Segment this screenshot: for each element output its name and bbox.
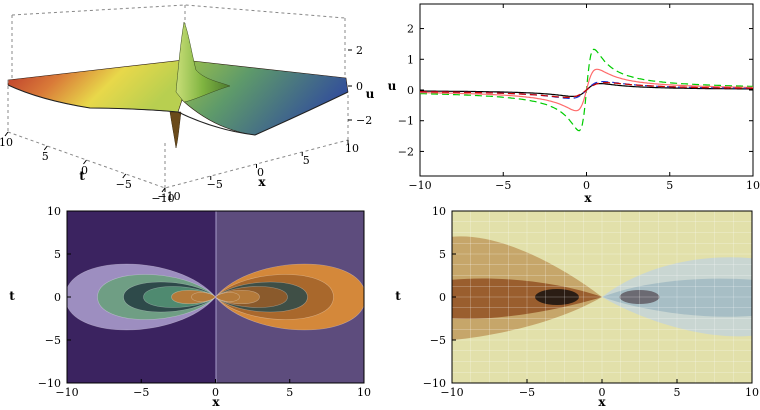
density-region-right-mid bbox=[602, 278, 752, 317]
surface-trough bbox=[169, 111, 182, 149]
y-tick-label: 0 bbox=[439, 291, 446, 304]
x-axis-label: x bbox=[258, 175, 266, 189]
u-tick-label: 0 bbox=[356, 80, 363, 93]
x-tick-label: 0 bbox=[257, 166, 264, 179]
y-tick-label: −5 bbox=[45, 334, 61, 347]
y-tick-label: 5 bbox=[439, 248, 446, 261]
x-axis-label: x bbox=[584, 191, 592, 205]
density-region-right-core bbox=[619, 290, 660, 304]
x-tick-label: 0 bbox=[212, 386, 219, 399]
x-tick-label: −5 bbox=[133, 386, 149, 399]
x-tick-label: 5 bbox=[303, 154, 310, 167]
x-tick-label: 5 bbox=[286, 386, 293, 399]
u-tick-label: 2 bbox=[356, 44, 363, 57]
density-region-left-core bbox=[535, 289, 579, 305]
x-tick-label: 5 bbox=[674, 386, 681, 399]
density-region-left-mid bbox=[452, 278, 602, 319]
y-tick-label: −1 bbox=[398, 115, 414, 128]
contour-level-right bbox=[215, 292, 240, 302]
x-tick-label: 10 bbox=[357, 386, 371, 399]
surface-front-edge bbox=[7, 84, 349, 136]
x-tick-label: −5 bbox=[207, 178, 223, 191]
t-tick-label: −10 bbox=[151, 192, 174, 205]
y-axis-label: u bbox=[388, 79, 397, 93]
t-tick-mark bbox=[43, 145, 48, 151]
y-tick-label: −5 bbox=[430, 334, 446, 347]
x-axis-label: x bbox=[212, 395, 220, 409]
y-tick-label: 5 bbox=[54, 248, 61, 261]
series-line bbox=[420, 81, 753, 99]
t-tick-mark bbox=[161, 187, 166, 193]
y-tick-label: −10 bbox=[38, 377, 61, 390]
t-tick-mark bbox=[83, 159, 87, 165]
y-tick-label: 0 bbox=[407, 84, 414, 97]
x-tick-label: −10 bbox=[440, 386, 463, 399]
y-tick-label: 0 bbox=[54, 291, 61, 304]
contour-level-left bbox=[191, 292, 216, 302]
x-tick-label: −10 bbox=[55, 386, 78, 399]
y-tick-label: −2 bbox=[398, 145, 414, 158]
x-tick-label: 0 bbox=[583, 179, 590, 192]
u-tick-label: −2 bbox=[356, 114, 372, 127]
y-tick-label: 2 bbox=[407, 23, 414, 36]
t-tick-label: 5 bbox=[42, 150, 49, 163]
x-tick-label: −10 bbox=[157, 190, 180, 203]
u-axis-label: u bbox=[366, 87, 375, 101]
t-axis-label: t bbox=[79, 169, 85, 183]
y-tick-label: 1 bbox=[407, 53, 414, 66]
surface-left-half bbox=[7, 59, 185, 113]
t-tick-mark bbox=[4, 131, 9, 137]
y-tick-label: 10 bbox=[47, 205, 61, 218]
x-tick-label: 10 bbox=[745, 386, 759, 399]
y-tick-label: 10 bbox=[432, 205, 446, 218]
x-tick-label: 5 bbox=[666, 179, 673, 192]
surface-plot: −10 −5 0 5 10 10 5 0 −5 −10 −2 0 2 x t u bbox=[0, 4, 375, 205]
t-tick-label: −5 bbox=[116, 178, 132, 191]
bounding-box-front bbox=[7, 80, 349, 189]
t-tick-label: 10 bbox=[0, 136, 13, 149]
density-plot: −10 −5 0 5 10 −10 −5 0 5 10 x t bbox=[395, 205, 759, 409]
contour-plot: −10 −5 0 5 10 −10 −5 0 5 10 x t bbox=[9, 205, 371, 409]
x-tick-label: 10 bbox=[746, 179, 760, 192]
surface-peak bbox=[175, 21, 231, 103]
y-axis-label: t bbox=[9, 289, 15, 303]
x-tick-label: −5 bbox=[519, 386, 535, 399]
y-tick-label: −10 bbox=[423, 377, 446, 390]
x-tick-label: −10 bbox=[408, 179, 431, 192]
t-tick-label: 0 bbox=[81, 164, 88, 177]
x-axis-label: x bbox=[598, 395, 606, 409]
x-tick-label: −5 bbox=[495, 179, 511, 192]
x-tick-label: 0 bbox=[599, 386, 606, 399]
y-axis-label: t bbox=[395, 289, 401, 303]
x-tick-label: 10 bbox=[345, 142, 359, 155]
t-tick-mark bbox=[122, 173, 127, 179]
